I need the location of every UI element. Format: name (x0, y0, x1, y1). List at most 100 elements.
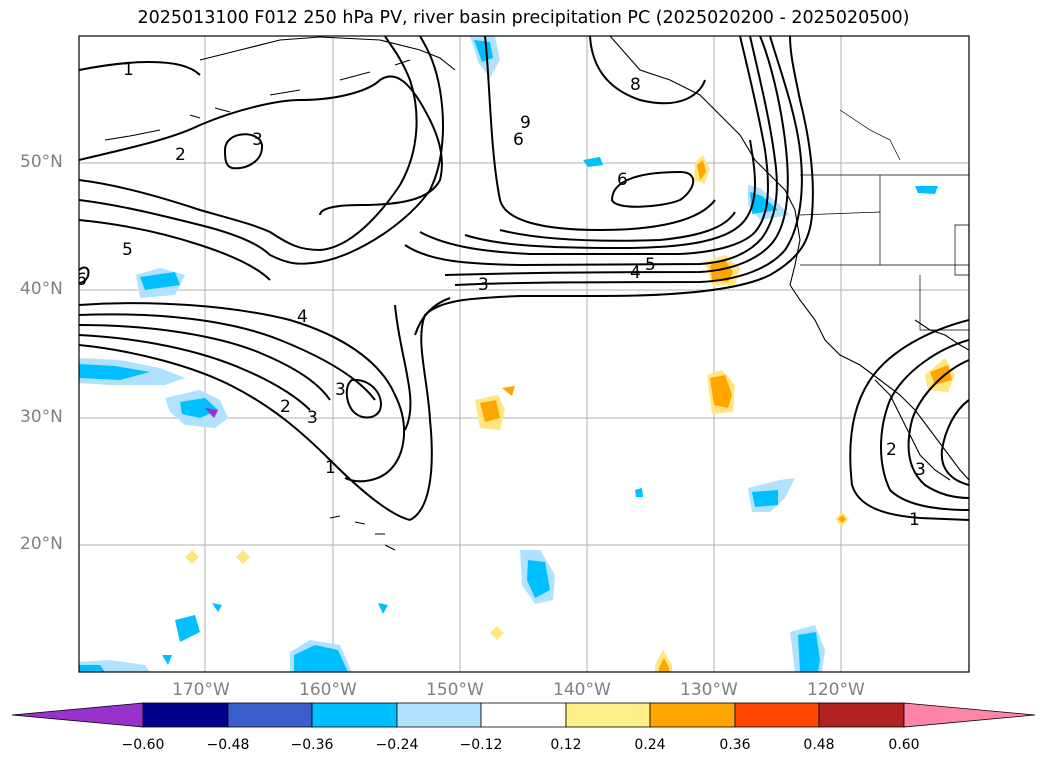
contour-6-open (484, 36, 716, 232)
contour-5a (79, 219, 271, 281)
precip-blob (480, 400, 500, 422)
mexico-coast (914, 319, 969, 351)
contour-label: 2 (886, 440, 897, 460)
precip-blob (838, 515, 846, 523)
lon-label: 150°W (426, 680, 484, 700)
canada-coast (609, 36, 801, 286)
precip-blob (185, 550, 199, 564)
contour-mex-1 (849, 319, 969, 521)
precip-blob (583, 157, 603, 167)
lat-label: 30°N (20, 407, 63, 427)
contour-label: 3 (335, 380, 346, 400)
lat-label: 40°N (20, 279, 63, 299)
precip-blob (527, 560, 550, 598)
colorbar-tick: 0.36 (719, 737, 751, 753)
precip-blob (378, 603, 388, 614)
colorbar-tick: 0.48 (803, 737, 835, 753)
contour-label: 1 (325, 458, 336, 478)
precip-blob (750, 192, 778, 214)
contour-trough (409, 36, 814, 521)
contour-label: 3 (307, 408, 318, 428)
colorbar-tick: −0.48 (206, 737, 250, 753)
colorbar-segment (396, 702, 482, 728)
contour-label: 3 (915, 460, 926, 480)
contour-label: 3 (478, 275, 489, 295)
contour-4b (79, 36, 444, 265)
contour-label: 6 (76, 270, 87, 290)
aleutian-islands (104, 59, 411, 141)
colorbar-segment (311, 702, 398, 728)
colorbar-segment (649, 702, 736, 728)
contour-lower-4 (79, 334, 311, 411)
state-lines (799, 175, 969, 331)
political-borders (799, 109, 969, 331)
colorbar-segment (565, 702, 651, 728)
contour-labels: 1 2 3 5 6 4 3 4 5 6 8 9 6 2 3 1 3 2 1 3 … (76, 60, 926, 530)
lon-label: 140°W (553, 680, 611, 700)
precip-blob (930, 365, 952, 385)
contour-label: 1 (123, 60, 134, 80)
contour-jet-1 (414, 297, 451, 336)
colorbar-under-extend (11, 702, 144, 728)
colorbar-segment (142, 702, 229, 728)
hawaii-islands (329, 515, 396, 551)
precip-blob (180, 398, 218, 418)
contour-2 (79, 75, 443, 216)
precip-blob (710, 375, 732, 408)
contour-lower-3 (79, 324, 331, 401)
contour-label: 1 (909, 510, 920, 530)
lon-label: 120°W (807, 680, 865, 700)
contour-label: 9 (520, 113, 531, 133)
colorbar-segment (818, 702, 905, 728)
contour-closed-6 (610, 170, 695, 208)
contour-jet-4 (404, 36, 778, 267)
contour-mex-2 (880, 339, 969, 511)
precip-blob (175, 615, 200, 642)
map-title: 2025013100 F012 250 hPa PV, river basin … (137, 8, 910, 28)
colorbar-tick: 0.60 (888, 737, 920, 753)
contour-label: 6 (617, 170, 628, 190)
precip-blob (798, 632, 820, 672)
contour-lower-2 (79, 313, 376, 401)
map-border (78, 35, 970, 673)
alaska-coast (199, 36, 456, 71)
precip-blob (294, 645, 348, 672)
contour-mex-4 (940, 399, 969, 486)
contour-label: 4 (630, 263, 641, 283)
colorbar-tick: 0.24 (634, 737, 666, 753)
lon-label: 170°W (172, 680, 230, 700)
graticule (79, 36, 969, 672)
contour-label: 5 (645, 255, 656, 275)
precip-blob (236, 550, 250, 564)
colorbar-tick: −0.12 (459, 737, 503, 753)
colorbar-tick: −0.60 (121, 737, 165, 753)
colorbar-over-extend (903, 702, 1036, 728)
precip-blob (659, 658, 669, 672)
contour-label: 2 (280, 397, 291, 417)
contour-mex-3 (907, 359, 969, 499)
contour-jet-7 (499, 211, 736, 242)
contour-jet-2 (454, 36, 803, 286)
precip-blob (79, 665, 105, 672)
precip-blob (162, 655, 172, 665)
contour-s (394, 304, 412, 431)
pv-contours (79, 36, 969, 521)
contour-6-loop (345, 378, 382, 419)
colorbar-tick: −0.36 (290, 737, 334, 753)
contour-lower-1 (79, 302, 406, 483)
lat-label: 20°N (20, 534, 63, 554)
lat-label: 50°N (20, 152, 63, 172)
contour-label: 4 (297, 307, 308, 327)
contour-lower-5 (79, 344, 411, 521)
precip-blob (205, 408, 218, 418)
coastlines (104, 36, 969, 551)
contour-6-ring (79, 266, 90, 284)
contour-4a (79, 36, 418, 252)
colorbar (11, 702, 1036, 728)
precip-blob (915, 186, 938, 194)
precip-blob (752, 490, 778, 507)
lon-label: 160°W (299, 680, 357, 700)
lon-label: 130°W (680, 680, 738, 700)
contour-label: 5 (122, 240, 133, 260)
